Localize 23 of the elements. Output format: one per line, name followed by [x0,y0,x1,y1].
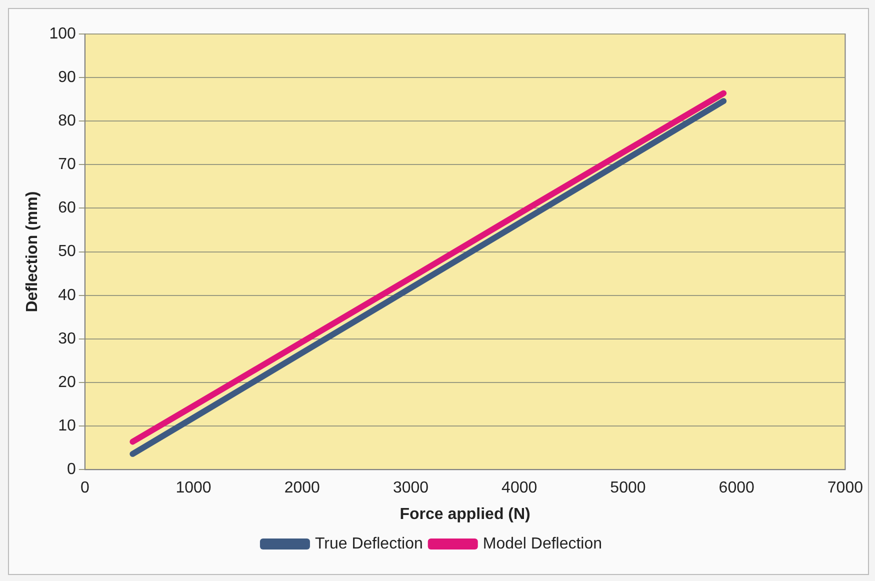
y-tick-label: 40 [58,286,76,304]
x-tick-label: 7000 [827,480,864,497]
x-tick-label: 1000 [176,480,212,497]
x-axis-title: Force applied (N) [400,506,530,523]
y-tick-label: 10 [58,417,76,434]
legend-label: True Deflection [314,535,423,552]
y-tick-label: 90 [58,68,76,86]
x-tick-label: 2000 [284,480,320,497]
legend-label: Model Deflection [482,535,602,552]
y-tick-label: 20 [58,374,76,391]
y-tick-label: 100 [49,25,76,42]
x-tick-label: 4000 [502,480,538,497]
y-tick-label: 70 [58,156,76,174]
y-tick-label: 50 [58,243,76,260]
y-tick-label: 80 [58,112,76,130]
x-tick-label: 3000 [392,480,429,497]
y-axis-title: Deflection (mm) [24,191,42,312]
x-tick-label: 5000 [610,480,646,497]
y-tick-label: 30 [58,330,76,348]
x-tick-label: 0 [80,480,90,497]
y-tick-label: 60 [58,200,76,217]
y-tick-label: 0 [66,461,76,478]
x-tick-label: 6000 [718,480,754,497]
